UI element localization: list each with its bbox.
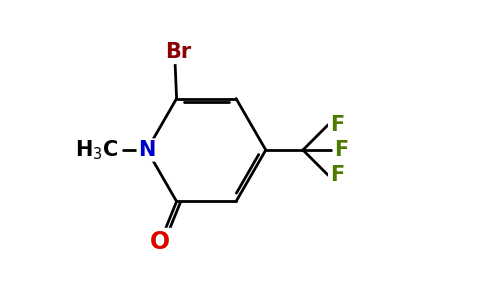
Text: H$_3$C: H$_3$C [75, 138, 119, 162]
Text: N: N [138, 140, 155, 160]
Text: F: F [334, 140, 348, 160]
Text: F: F [330, 115, 344, 135]
Text: Br: Br [165, 43, 191, 62]
Text: O: O [150, 230, 170, 254]
Text: F: F [330, 165, 344, 185]
